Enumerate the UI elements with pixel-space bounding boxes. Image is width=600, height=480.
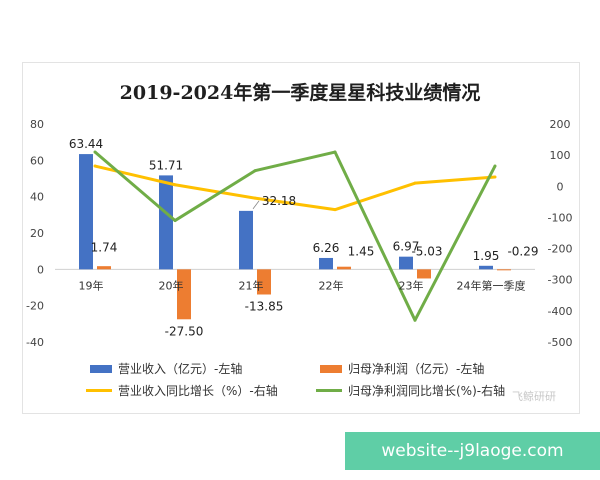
revenue-data-label: 6.26 (313, 241, 340, 255)
category-label: 19年 (79, 278, 104, 292)
revenue-bar (239, 210, 253, 270)
revenue-data-label: 6.97 (393, 240, 420, 254)
right-axis-tick-label: 0 (557, 180, 564, 193)
right-axis-tick-label: -500 (548, 336, 573, 349)
left-axis-tick-label: 20 (30, 227, 44, 240)
legend-item-net-profit: 归母净利润（亿元）-左轴 (320, 360, 484, 377)
revenue-growth-point (93, 164, 97, 168)
legend-label-net-profit: 归母净利润（亿元）-左轴 (348, 362, 485, 376)
left-axis-tick-label: 0 (37, 263, 44, 276)
watermark: 飞鲸研研 (512, 390, 556, 403)
legend-item-revenue-growth: 营业收入同比增长（%）-右轴 (86, 382, 278, 399)
revenue-bar (319, 257, 333, 270)
right-axis-tick-label: -200 (548, 243, 573, 256)
revenue-bar (399, 256, 413, 270)
legend-swatch-net-profit-growth (316, 389, 342, 392)
net-profit-bar (337, 266, 351, 270)
category-label: 22年 (319, 278, 344, 292)
left-axis-tick-label: 60 (30, 154, 44, 167)
revenue-growth-point (413, 181, 417, 185)
revenue-growth-line (94, 164, 496, 212)
left-axis-tick-label: 80 (30, 118, 44, 131)
legend-label-revenue: 营业收入（亿元）-左轴 (118, 362, 243, 376)
data-label-leader (252, 200, 260, 210)
net-profit-bar (97, 266, 111, 270)
revenue-bar (479, 265, 493, 270)
left-axis-tick-label: 40 (30, 191, 44, 204)
revenue-data-label: 1.95 (473, 249, 500, 263)
left-axis-tick-label: -40 (26, 336, 44, 349)
net-profit-data-label: 1.45 (348, 244, 375, 258)
category-label: 24年第一季度 (457, 278, 526, 292)
right-axis-tick-label: 100 (550, 149, 571, 162)
legend-swatch-net-profit (320, 364, 342, 373)
net-profit-bar (417, 269, 431, 279)
legend-swatch-revenue-growth (86, 389, 112, 392)
net-profit-data-label: -27.50 (165, 324, 204, 338)
right-axis-tick-label: -100 (548, 211, 573, 224)
net-profit-bar (497, 269, 511, 271)
net-profit-growth-line (94, 150, 497, 322)
net-profit-growth-point (333, 150, 337, 154)
left-axis-tick-label: -20 (26, 300, 44, 313)
chart-panel (22, 62, 580, 414)
category-label: 21年 (239, 278, 264, 292)
net-profit-data-label: -13.85 (245, 299, 284, 313)
revenue-bar (159, 175, 173, 270)
chart-title: 2019-2024年第一季度星星科技业绩情况 (119, 82, 481, 104)
legend-label-net-profit-growth: 归母净利润同比增长(%)-右轴 (348, 384, 506, 398)
revenue-data-label: 63.44 (69, 137, 103, 151)
category-label: 23年 (399, 278, 424, 292)
revenue-growth-point (173, 183, 177, 187)
net-profit-data-label: -5.03 (411, 244, 442, 258)
net-profit-growth-point (173, 219, 177, 223)
net-profit-data-label: -0.29 (507, 244, 538, 258)
net-profit-growth-point (253, 169, 257, 173)
net-profit-bar (177, 269, 191, 320)
right-axis-tick-label: -300 (548, 274, 573, 287)
website-banner: website--j9laoge.com (345, 432, 600, 470)
revenue-bar (79, 154, 93, 270)
legend-item-revenue: 营业收入（亿元）-左轴 (90, 360, 242, 377)
right-axis-tick-label: 200 (550, 118, 571, 131)
net-profit-data-label: 1.74 (91, 240, 118, 254)
net-profit-growth-point (413, 318, 417, 322)
revenue-data-label: 32.18 (262, 194, 296, 208)
revenue-growth-point (493, 175, 497, 179)
right-axis-tick-label: -400 (548, 305, 573, 318)
revenue-growth-point (253, 196, 257, 200)
revenue-growth-point (333, 208, 337, 212)
legend-label-revenue-growth: 营业收入同比增长（%）-右轴 (118, 384, 278, 398)
legend-swatch-revenue (90, 364, 112, 373)
revenue-data-label: 51.71 (149, 158, 183, 172)
net-profit-growth-point (493, 164, 497, 168)
category-label: 20年 (159, 278, 184, 292)
legend-item-net-profit-growth: 归母净利润同比增长(%)-右轴 (316, 382, 505, 399)
net-profit-growth-point (93, 150, 97, 154)
net-profit-bar (257, 269, 271, 295)
